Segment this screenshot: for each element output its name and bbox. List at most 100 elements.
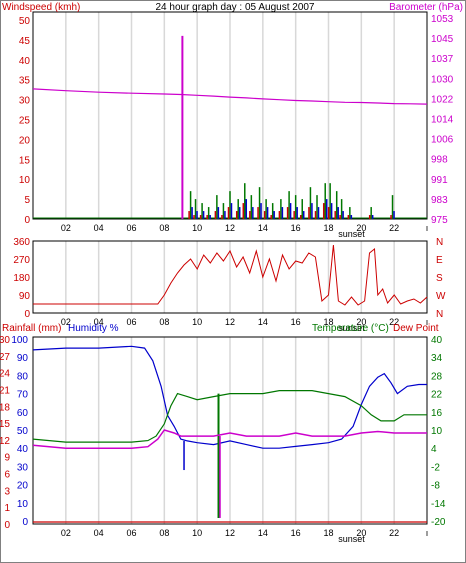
- direction-panel-xtick-label: 18: [323, 317, 333, 327]
- temp-panel-xtick-label: 04: [94, 528, 104, 538]
- wind-panel-xtick-label: 22: [389, 223, 399, 233]
- direction-panel-xtick-label: 20: [356, 317, 366, 327]
- windspeed-tick-label: 50: [19, 16, 31, 27]
- windspeed-tick-label: 35: [19, 76, 31, 87]
- rainfall-tick-label: 3: [4, 486, 10, 497]
- direction-panel-xtick-label: ı: [426, 317, 429, 327]
- temperature-tick-label: 4: [431, 444, 437, 455]
- barometer-tick-label: 975: [431, 215, 448, 226]
- barometer-tick-label: 983: [431, 195, 448, 206]
- direction-tick-label: 270: [13, 255, 30, 266]
- windspeed-tick-label: 15: [19, 155, 31, 166]
- windspeed-tick-label: 30: [19, 96, 31, 107]
- temp-panel-xtick-label: 18: [323, 528, 333, 538]
- wind-panel-xtick-label: 16: [291, 223, 301, 233]
- humidity-tick-label: 10: [17, 499, 29, 510]
- direction-panel-xtick-label: 02: [61, 317, 71, 327]
- barometer-tick-label: 1022: [431, 94, 454, 105]
- rainfall-tick-label: 0: [4, 520, 10, 531]
- direction-panel-xtick-label: 06: [126, 317, 136, 327]
- rainfall-tick-label: 27: [0, 352, 10, 363]
- wind-panel-xtick-label: 02: [61, 223, 71, 233]
- temp-panel-xtick-label: 14: [258, 528, 268, 538]
- direction-compass-label: E: [436, 255, 443, 266]
- temperature-tick-label: -8: [431, 481, 440, 492]
- temp-panel-xtick-label: 02: [61, 528, 71, 538]
- barometer-tick-label: 991: [431, 175, 448, 186]
- temperature-tick-label: -14: [431, 499, 446, 510]
- rainfall-tick-label: 24: [0, 369, 10, 380]
- direction-panel-xtick-label: 16: [291, 317, 301, 327]
- wind-panel-xtick-label: 10: [192, 223, 202, 233]
- humidity-tick-label: 80: [17, 371, 29, 382]
- wind-panel-xtick-label: 18: [323, 223, 333, 233]
- barometer-tick-label: 1037: [431, 54, 454, 65]
- windspeed-tick-label: 0: [24, 215, 30, 226]
- direction-panel-sunset-label: sunset: [338, 323, 365, 333]
- dewpoint-axis-label: Dew Point: [393, 323, 439, 334]
- barometer-tick-label: 998: [431, 155, 448, 166]
- temperature-axis-label: Temperature (°C): [312, 323, 389, 334]
- temp-panel-xtick-label: 10: [192, 528, 202, 538]
- barometer-line: [32, 88, 428, 105]
- wind-panel-xtick-label: 04: [94, 223, 104, 233]
- rainfall-tick-label: 18: [0, 402, 10, 413]
- wind-panel-xtick-label: 20: [356, 223, 366, 233]
- temperature-tick-label: -2: [431, 462, 440, 473]
- rainfall-axis-label: Rainfall (mm): [2, 323, 61, 334]
- windspeed-tick-label: 10: [19, 175, 31, 186]
- humidity-tick-label: 20: [17, 481, 29, 492]
- temp-panel-xtick-label: 22: [389, 528, 399, 538]
- humidity-tick-label: 90: [17, 353, 29, 364]
- wind-panel-xtick-label: 06: [126, 223, 136, 233]
- windspeed-tick-label: 5: [24, 195, 30, 206]
- humidity-axis-label: Humidity %: [68, 323, 119, 334]
- temperature-tick-label: 28: [431, 371, 443, 382]
- windspeed-tick-label: 20: [19, 135, 31, 146]
- barometer-tick-label: 1030: [431, 74, 454, 85]
- rainfall-tick-label: 30: [0, 335, 10, 346]
- temperature-tick-label: 34: [431, 353, 443, 364]
- temp-panel-sunset-label: sunset: [338, 534, 365, 544]
- direction-panel-xtick-label: 10: [192, 317, 202, 327]
- rainfall-tick-label: 1: [4, 503, 10, 514]
- temp-panel-xtick-label: ı: [426, 528, 429, 538]
- direction-panel-xtick-label: 14: [258, 317, 268, 327]
- direction-panel-xtick-label: 08: [159, 317, 169, 327]
- direction-panel-frame: [32, 240, 428, 314]
- direction-tick-label: 90: [19, 291, 31, 302]
- humidity-tick-label: 100: [11, 335, 28, 346]
- rainfall-tick-label: 6: [4, 470, 10, 481]
- direction-tick-label: 360: [13, 237, 30, 248]
- windspeed-tick-label: 25: [19, 115, 31, 126]
- barometer-tick-label: 1006: [431, 135, 454, 146]
- wind-panel-sunset-label: sunset: [338, 229, 365, 239]
- chart-title: 24 hour graph day : 05 August 2007: [155, 2, 314, 13]
- temp-panel-xtick-label: 06: [126, 528, 136, 538]
- rainfall-tick-label: 15: [0, 419, 10, 430]
- windspeed-axis-label: Windspeed (kmh): [2, 2, 80, 13]
- temperature-tick-label: -20: [431, 517, 446, 528]
- temperature-line: [32, 390, 427, 443]
- humidity-tick-label: 60: [17, 408, 29, 419]
- temp-panel-xtick-label: 20: [356, 528, 366, 538]
- temperature-tick-label: 10: [431, 426, 443, 437]
- barometer-tick-label: 1045: [431, 34, 454, 45]
- barometer-tick-label: 1014: [431, 115, 454, 126]
- wind-direction-line: [33, 244, 428, 306]
- barometer-axis-label: Barometer (hPa): [389, 2, 463, 13]
- wind-panel-xtick-label: 12: [225, 223, 235, 233]
- direction-panel-xtick-label: 12: [225, 317, 235, 327]
- direction-compass-label: W: [436, 291, 446, 302]
- temp-panel-xtick-label: 16: [291, 528, 301, 538]
- direction-tick-label: 180: [13, 273, 30, 284]
- temperature-tick-label: 40: [431, 335, 443, 346]
- direction-panel-xtick-label: 22: [389, 317, 399, 327]
- direction-compass-label: S: [436, 273, 443, 284]
- rainfall-tick-label: 9: [4, 453, 10, 464]
- humidity-tick-label: 30: [17, 462, 29, 473]
- rainfall-tick-label: 12: [0, 436, 10, 447]
